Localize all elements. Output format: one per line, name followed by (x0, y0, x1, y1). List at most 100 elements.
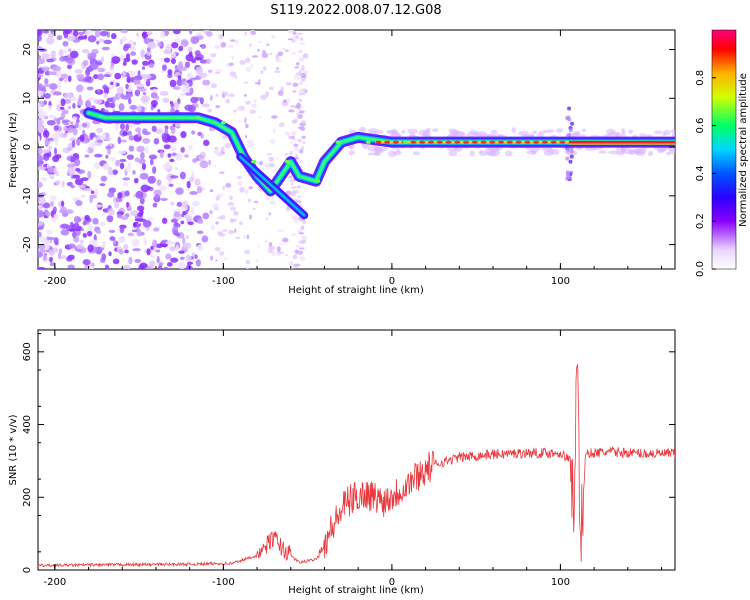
noise-blob (249, 214, 252, 220)
spectrogram-ridge (83, 107, 675, 220)
noise-blob (126, 130, 133, 136)
noise-blob (175, 187, 184, 195)
noise-blob (119, 162, 125, 170)
noise-blob (189, 77, 198, 81)
noise-blob (606, 128, 616, 135)
noise-blob (555, 128, 564, 133)
noise-blob (150, 99, 158, 107)
noise-blob (261, 52, 269, 58)
noise-blob (257, 244, 260, 249)
noise-blob (134, 89, 141, 97)
noise-blob (180, 131, 187, 139)
noise-blob (81, 48, 90, 54)
noise-blob (67, 167, 76, 176)
noise-blob (56, 35, 63, 41)
noise-blob (50, 201, 54, 207)
noise-blob (136, 145, 145, 153)
top-y-tick-label: -10 (22, 188, 33, 204)
noise-blob (189, 191, 198, 195)
noise-blob (277, 229, 285, 233)
colorbar-ticks: 0.0 0.2 0.4 0.6 0.8 (695, 70, 716, 277)
noise-blob (293, 264, 298, 268)
noise-blob (192, 200, 200, 207)
noise-blob (142, 92, 147, 96)
noise-blob (215, 259, 218, 262)
noise-blob (71, 139, 76, 148)
noise-blob (294, 66, 299, 69)
noise-blob (46, 137, 54, 142)
noise-blob (298, 49, 303, 54)
noise-blob (70, 121, 74, 125)
noise-blob (102, 84, 108, 90)
snr-panel: -200 -100 0 100 0 200 400 600 Height of straig… (8, 329, 676, 596)
noise-blob (96, 40, 100, 45)
noise-blob (208, 59, 212, 63)
noise-blob (194, 50, 201, 57)
noise-blob (133, 177, 139, 184)
noise-blob (142, 60, 149, 66)
noise-blob (299, 256, 306, 262)
noise-blob (128, 97, 132, 105)
noise-blob (76, 138, 81, 146)
noise-blob (38, 74, 44, 78)
noise-blob (244, 249, 251, 255)
noise-blob (81, 122, 88, 128)
noise-blob (292, 82, 299, 87)
noise-blob (60, 106, 65, 110)
noise-blob (44, 149, 51, 153)
noise-blob (203, 139, 210, 147)
noise-blob (162, 97, 170, 103)
noise-blob (76, 74, 85, 80)
noise-blob (143, 37, 151, 45)
noise-blob (254, 81, 259, 85)
noise-blob (210, 53, 217, 58)
noise-blob (132, 248, 141, 252)
noise-blob (295, 62, 300, 66)
noise-blob (102, 133, 107, 138)
noise-blob (66, 163, 76, 168)
noise-blob (228, 62, 234, 66)
noise-blob (157, 42, 163, 47)
noise-blob (43, 155, 50, 161)
noise-blob (297, 138, 302, 143)
noise-blob (86, 86, 94, 91)
noise-blob (265, 196, 270, 200)
noise-blob (130, 76, 135, 83)
noise-blob (269, 86, 274, 91)
noise-blob (237, 180, 243, 186)
noise-blob (108, 187, 117, 194)
noise-blob (106, 97, 113, 103)
noise-blob (161, 64, 167, 71)
noise-blob (298, 98, 303, 103)
noise-blob (598, 150, 607, 154)
noise-blob (245, 259, 251, 265)
noise-blob (160, 197, 168, 201)
noise-blob (401, 129, 406, 134)
noise-blob (225, 98, 231, 104)
noise-blob (663, 129, 671, 136)
noise-blob (87, 170, 92, 179)
noise-blob (367, 152, 377, 156)
noise-blob (229, 195, 233, 200)
noise-blob (104, 92, 108, 99)
noise-blob (38, 108, 43, 112)
noise-blob (75, 84, 84, 93)
noise-blob (39, 249, 47, 253)
noise-blob (277, 51, 284, 57)
noise-blob (431, 128, 439, 133)
noise-blob (171, 152, 177, 156)
top-y-tick-label: 10 (22, 92, 33, 105)
noise-blob (179, 256, 185, 260)
ridge-hotspot (524, 140, 531, 144)
noise-blob (229, 39, 236, 42)
noise-blob (141, 162, 147, 170)
noise-blob (291, 233, 297, 236)
noise-blob (246, 234, 250, 240)
noise-blob (112, 169, 119, 175)
noise-blob (46, 58, 54, 63)
noise-blob (220, 146, 225, 152)
noise-blob (654, 130, 663, 135)
noise-blob (200, 43, 207, 50)
noise-blob (526, 150, 537, 155)
noise-blob (75, 167, 81, 172)
